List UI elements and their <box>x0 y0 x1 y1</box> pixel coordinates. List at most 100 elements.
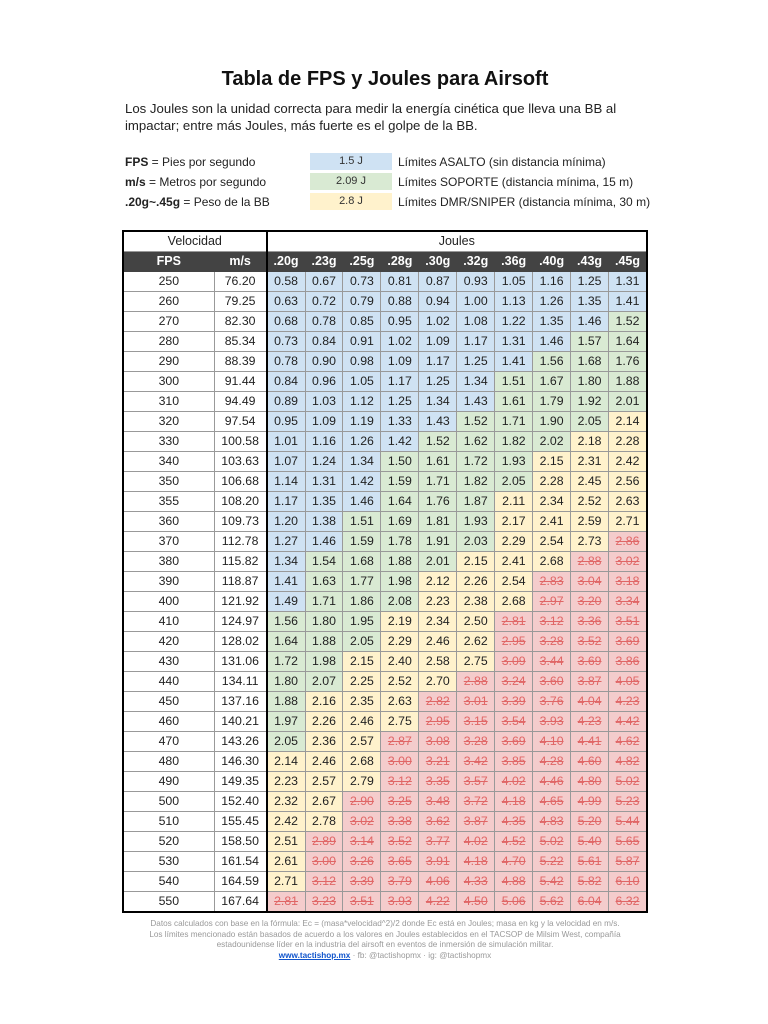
joules-cell: 1.35 <box>570 291 610 312</box>
joules-cell: 1.05 <box>342 371 382 392</box>
joules-cell: 1.08 <box>456 311 496 332</box>
joules-cell: 1.56 <box>266 611 306 632</box>
joules-cell: 3.34 <box>608 591 648 612</box>
joules-cell: 0.91 <box>342 331 382 352</box>
table-row: 320 97.54 0.95 1.09 1.19 1.33 1.43 1.52 1.71 1.90… <box>122 411 648 432</box>
ms-cell: 146.30 <box>213 751 268 772</box>
joules-cell: 3.39 <box>342 871 382 892</box>
legend-swatch: 1.5 J <box>310 153 392 170</box>
joules-cell: 1.86 <box>342 591 382 612</box>
joules-cell: 1.09 <box>418 331 458 352</box>
fps-cell: 530 <box>122 851 215 872</box>
ms-cell: 155.45 <box>213 811 268 832</box>
joules-cell: 2.46 <box>342 711 382 732</box>
joules-cell: 1.52 <box>608 311 648 332</box>
joules-cell: 5.82 <box>570 871 610 892</box>
fps-cell: 470 <box>122 731 215 752</box>
legend-desc: Límites ASALTO (sin distancia mínima) <box>398 155 606 169</box>
joules-cell: 3.54 <box>494 711 534 732</box>
joules-cell: 1.50 <box>380 451 420 472</box>
joules-cell: 2.88 <box>456 671 496 692</box>
fps-cell: 400 <box>122 591 215 612</box>
ms-cell: 167.64 <box>213 891 268 913</box>
joules-cell: 3.24 <box>494 671 534 692</box>
joules-cell: 1.98 <box>304 651 344 672</box>
col-ms: m/s <box>213 251 268 272</box>
joules-cell: 1.80 <box>304 611 344 632</box>
joules-cell: 3.08 <box>418 731 458 752</box>
joules-cell: 2.05 <box>494 471 534 492</box>
joules-cell: 3.93 <box>380 891 420 913</box>
joules-cell: 1.01 <box>266 431 306 452</box>
col-weight: .32g <box>456 251 496 272</box>
joules-cell: 3.85 <box>494 751 534 772</box>
website-link[interactable]: www.tactishop.mx <box>278 950 351 960</box>
joules-cell: 2.51 <box>266 831 306 852</box>
joules-cell: 0.73 <box>342 271 382 292</box>
joules-cell: 0.78 <box>304 311 344 332</box>
fps-cell: 355 <box>122 491 215 512</box>
joules-cell: 2.95 <box>418 711 458 732</box>
joules-cell: 1.82 <box>456 471 496 492</box>
joules-cell: 1.64 <box>608 331 648 352</box>
joules-cell: 2.38 <box>456 591 496 612</box>
fps-cell: 430 <box>122 651 215 672</box>
ms-cell: 88.39 <box>213 351 268 372</box>
joules-cell: 1.88 <box>380 551 420 572</box>
joules-cell: 3.21 <box>418 751 458 772</box>
joules-cell: 2.71 <box>266 871 306 892</box>
joules-cell: 1.00 <box>456 291 496 312</box>
ms-cell: 137.16 <box>213 691 268 712</box>
joules-cell: 2.83 <box>532 571 572 592</box>
joules-cell: 3.18 <box>608 571 648 592</box>
col-weight: .40g <box>532 251 572 272</box>
joules-cell: 1.97 <box>266 711 306 732</box>
ms-cell: 91.44 <box>213 371 268 392</box>
table-row: 250 76.20 0.58 0.67 0.73 0.81 0.87 0.93 1.05 1.16… <box>122 271 648 292</box>
joules-cell: 4.60 <box>570 751 610 772</box>
joules-cell: 1.72 <box>266 651 306 672</box>
joules-cell: 1.25 <box>570 271 610 292</box>
joules-cell: 5.02 <box>532 831 572 852</box>
joules-cell: 1.54 <box>304 551 344 572</box>
joules-cell: 1.38 <box>304 511 344 532</box>
fps-cell: 280 <box>122 331 215 352</box>
table-row: 380 115.82 1.34 1.54 1.68 1.88 2.01 2.15 2.41 2.6… <box>122 551 648 572</box>
joules-cell: 4.99 <box>570 791 610 812</box>
joules-cell: 1.51 <box>342 511 382 532</box>
joules-cell: 2.34 <box>418 611 458 632</box>
joules-cell: 1.27 <box>266 531 306 552</box>
joules-cell: 1.43 <box>418 411 458 432</box>
joules-cell: 2.54 <box>532 531 572 552</box>
table-row: 280 85.34 0.73 0.84 0.91 1.02 1.09 1.17 1.31 1.46… <box>122 331 648 352</box>
joules-cell: 4.62 <box>608 731 648 752</box>
joules-cell: 2.31 <box>570 451 610 472</box>
joules-cell: 2.68 <box>494 591 534 612</box>
joules-cell: 1.61 <box>494 391 534 412</box>
joules-cell: 5.87 <box>608 851 648 872</box>
ms-cell: 164.59 <box>213 871 268 892</box>
fps-cell: 250 <box>122 271 215 292</box>
joules-cell: 3.60 <box>532 671 572 692</box>
footer: Datos calculados con base en la fórmula:… <box>110 919 660 961</box>
joules-cell: 2.16 <box>304 691 344 712</box>
joules-cell: 3.76 <box>532 691 572 712</box>
social-handles: · fb: @tactishopmx · ig: @tactishopmx <box>350 950 492 960</box>
joules-cell: 1.41 <box>266 571 306 592</box>
fps-cell: 300 <box>122 371 215 392</box>
ms-cell: 79.25 <box>213 291 268 312</box>
table-row: 470 143.26 2.05 2.36 2.57 2.87 3.08 3.28 3.69 4.1… <box>122 731 648 752</box>
joules-cell: 5.61 <box>570 851 610 872</box>
ms-cell: 82.30 <box>213 311 268 332</box>
joules-cell: 0.73 <box>266 331 306 352</box>
joules-cell: 1.71 <box>418 471 458 492</box>
ms-cell: 161.54 <box>213 851 268 872</box>
joules-cell: 1.91 <box>418 531 458 552</box>
joules-cell: 2.05 <box>266 731 306 752</box>
joules-cell: 2.70 <box>418 671 458 692</box>
group-velocidad: Velocidad <box>122 230 268 252</box>
joules-cell: 1.25 <box>418 371 458 392</box>
joules-cell: 3.02 <box>608 551 648 572</box>
joules-cell: 2.15 <box>342 651 382 672</box>
joules-cell: 4.88 <box>494 871 534 892</box>
